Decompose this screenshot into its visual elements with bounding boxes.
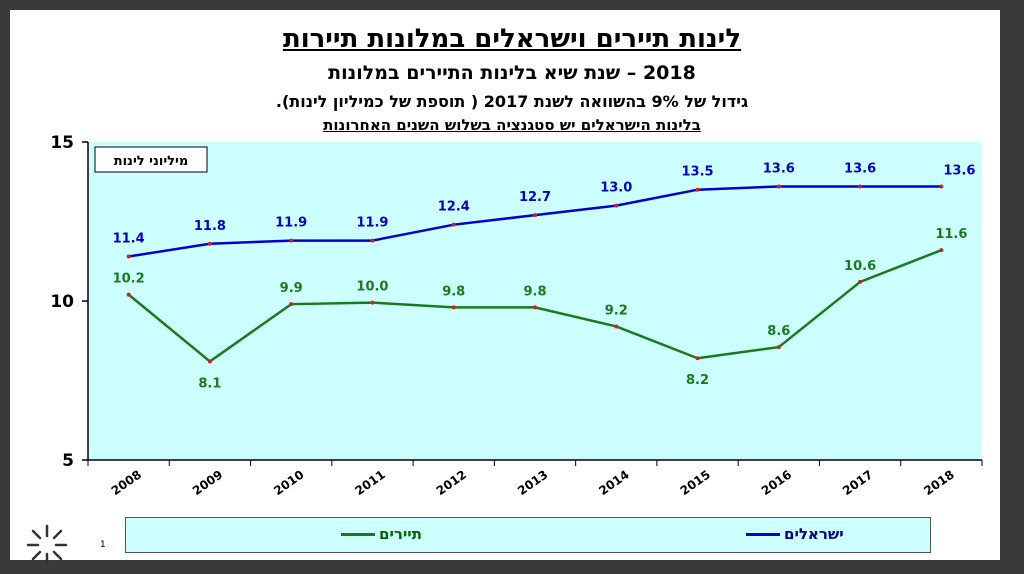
slide-title: לינות תיירים וישראלים במלונות תיירות xyxy=(282,24,742,54)
x-tick-label: 2010 xyxy=(271,467,306,498)
unit-label-box xyxy=(94,146,208,173)
series-1-point xyxy=(289,302,294,307)
x-tick-label: 2015 xyxy=(678,467,713,498)
data-label-israelis: 11.4 xyxy=(113,231,145,246)
data-label-israelis: 13.0 xyxy=(600,181,632,196)
plot-area xyxy=(88,142,982,460)
series-0-point xyxy=(776,184,781,189)
series-0-point xyxy=(370,238,375,243)
legend-label-tourists: תיירים xyxy=(379,525,422,543)
data-label-israelis: 12.7 xyxy=(519,190,551,205)
legend-item-tourists: תיירים xyxy=(341,525,422,543)
x-tick-label: 2009 xyxy=(190,467,225,498)
data-label-tourists: 8.6 xyxy=(767,324,790,339)
data-label-israelis: 13.6 xyxy=(763,162,795,177)
series-0-point xyxy=(695,187,700,192)
series-0-point xyxy=(858,184,863,189)
data-label-israelis: 11.9 xyxy=(275,216,307,231)
x-tick-label: 2012 xyxy=(434,467,469,498)
series-1-point xyxy=(533,305,537,310)
series-1-point xyxy=(207,359,212,364)
data-label-israelis: 13.5 xyxy=(682,165,714,180)
series-0-point xyxy=(289,238,294,243)
series-1-point xyxy=(614,324,619,329)
data-label-tourists: 11.6 xyxy=(935,227,967,242)
series-1-point xyxy=(370,300,375,305)
data-label-israelis: 11.9 xyxy=(356,216,388,231)
slide-note-growth: גידול של 9% בהשוואה לשנת 2017 ( תוספת של… xyxy=(275,92,749,111)
data-label-tourists: 9.9 xyxy=(280,281,303,296)
series-1-point xyxy=(776,345,781,350)
unit-label: מיליוני לינות xyxy=(114,154,189,169)
series-1-point xyxy=(695,356,700,361)
x-tick-label: 2017 xyxy=(840,467,875,498)
series-0-point xyxy=(533,213,537,218)
legend-item-israelis: ישראלים xyxy=(746,525,844,543)
data-label-tourists: 8.1 xyxy=(198,376,221,391)
slide-note-stagnation: בלינות הישראלים יש סטגנציה בשלוש השנים ה… xyxy=(323,116,701,134)
x-tick-label: 2011 xyxy=(352,467,387,498)
data-label-israelis: 12.4 xyxy=(438,200,470,215)
series-0-point xyxy=(939,184,944,189)
y-tick-label: 10 xyxy=(50,292,74,312)
series-1-point xyxy=(939,248,944,253)
x-tick-label: 2013 xyxy=(515,467,550,498)
data-label-tourists: 10.0 xyxy=(356,280,388,295)
series-0-point xyxy=(451,222,456,227)
data-label-tourists: 10.2 xyxy=(113,272,145,287)
data-label-israelis: 13.6 xyxy=(943,164,975,179)
legend-line-tourists-icon xyxy=(341,532,375,536)
x-tick-label: 2016 xyxy=(759,467,794,498)
series-1-point xyxy=(451,305,456,310)
data-label-tourists: 9.8 xyxy=(523,284,546,299)
data-label-tourists: 9.2 xyxy=(605,303,628,318)
series-0-point xyxy=(207,241,212,246)
y-tick-label: 5 xyxy=(62,451,74,471)
x-tick-label: 2014 xyxy=(596,467,631,498)
data-label-israelis: 13.6 xyxy=(844,162,876,177)
x-tick-label: 2018 xyxy=(921,467,956,498)
slide-subtitle: 2018 – שנת שיא בלינות התיירים במלונות xyxy=(328,62,696,84)
series-0-point xyxy=(126,254,131,259)
series-1-point xyxy=(126,292,131,297)
logo-icon xyxy=(26,524,68,566)
x-tick-label: 2008 xyxy=(109,467,144,498)
data-label-tourists: 9.8 xyxy=(442,284,465,299)
series-1-point xyxy=(858,279,863,284)
legend-label-israelis: ישראלים xyxy=(784,525,844,543)
page-number: 1 xyxy=(100,540,106,550)
data-label-israelis: 11.8 xyxy=(194,219,226,234)
data-label-tourists: 10.6 xyxy=(844,259,876,274)
chart-legend: ישראלים תיירים xyxy=(125,517,931,553)
legend-line-israelis-icon xyxy=(746,532,780,536)
data-label-tourists: 8.2 xyxy=(686,373,709,388)
y-tick-label: 15 xyxy=(50,133,74,153)
series-0-point xyxy=(614,203,619,208)
